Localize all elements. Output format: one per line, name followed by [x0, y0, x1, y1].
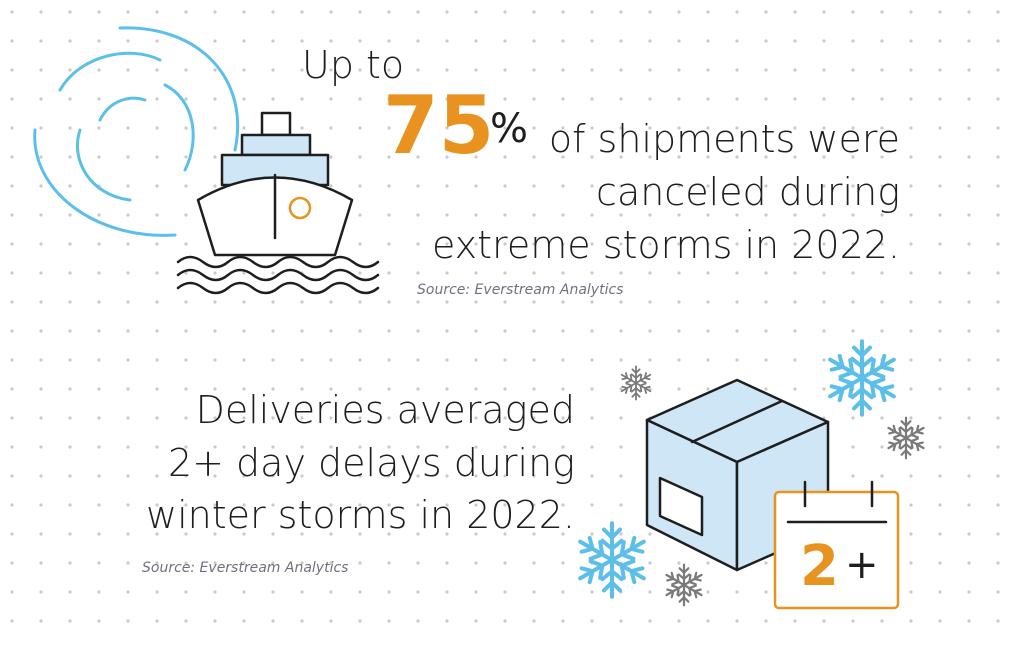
storm-swirl [33, 26, 240, 237]
stat-line: Deliveries averaged [196, 388, 575, 432]
stat-number: 75 [383, 79, 494, 172]
ship-icon [176, 111, 380, 295]
stat-line: 2+ day delays during [168, 441, 575, 485]
prefix: Up to [302, 43, 404, 87]
stat-line: of shipments were [549, 117, 900, 161]
stat-unit: % [490, 106, 528, 152]
calendar-number: 2 [800, 534, 839, 599]
source: Source: Everstream Analytics [417, 282, 623, 298]
calendar-suffix: + [845, 542, 879, 588]
calendar-icon: 2 + [773, 480, 900, 610]
stat-line: winter storms in 2022. [146, 493, 575, 537]
stat-line: canceled during [596, 170, 900, 214]
stat-line: extreme storms in 2022. [432, 223, 900, 267]
source: Source: Everstream Analytics [142, 560, 348, 576]
